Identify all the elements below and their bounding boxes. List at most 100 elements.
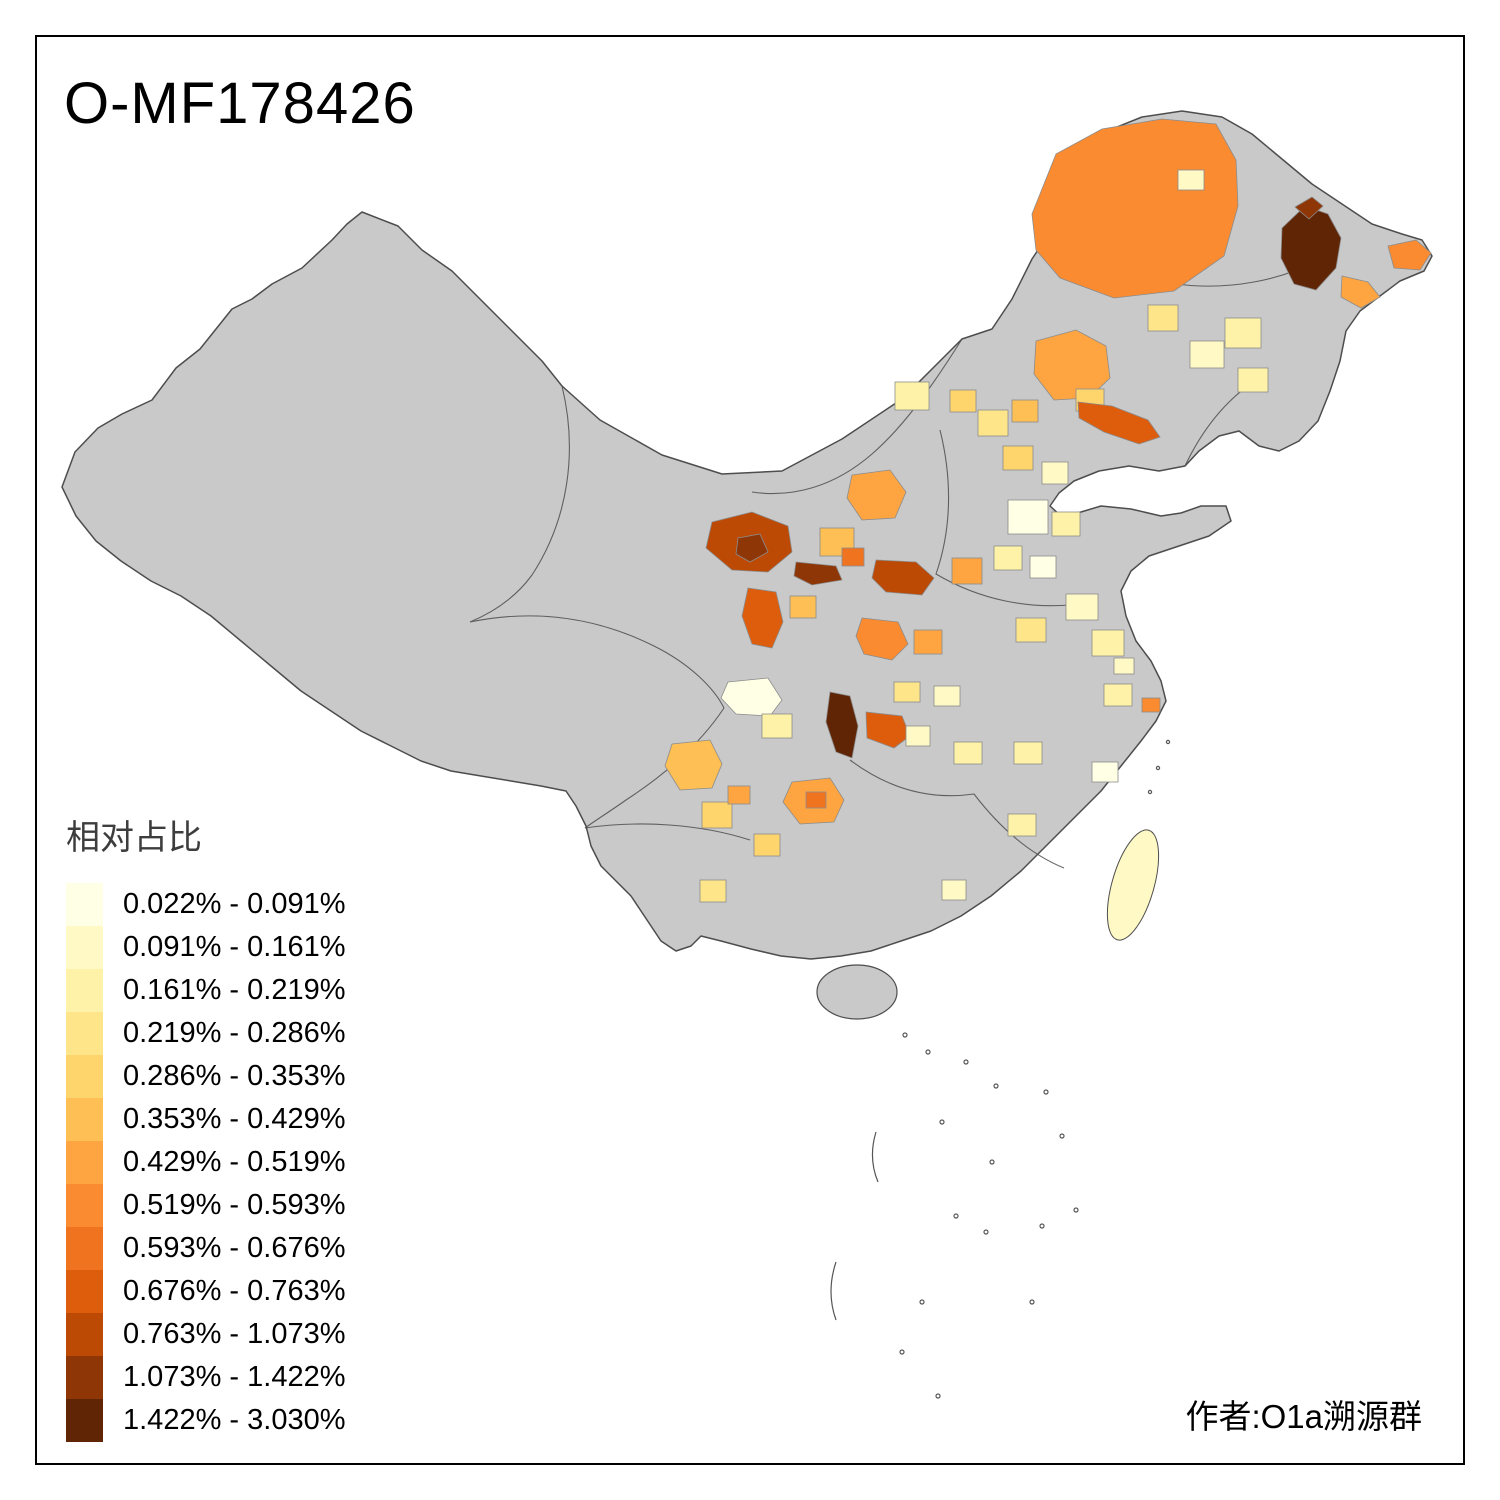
map-region	[664, 739, 723, 791]
legend-label: 0.676% - 0.763%	[123, 1275, 346, 1307]
map-region	[701, 801, 733, 829]
legend-swatch	[66, 1270, 103, 1313]
map-region	[825, 691, 859, 759]
map-region	[1077, 401, 1161, 445]
map-region	[941, 879, 967, 901]
map-region	[727, 785, 751, 805]
map-region	[1041, 461, 1069, 485]
map-region	[805, 791, 827, 809]
legend-item: 0.091% - 0.161%	[66, 926, 345, 969]
legend-item: 0.519% - 0.593%	[66, 1184, 345, 1227]
map-region	[1007, 499, 1049, 535]
legend-item: 0.022% - 0.091%	[66, 883, 345, 926]
map-region	[793, 561, 843, 586]
legend-swatch	[66, 1227, 103, 1270]
map-region	[993, 545, 1023, 571]
legend-swatch	[66, 1012, 103, 1055]
legend-item: 0.161% - 0.219%	[66, 969, 345, 1012]
map-region	[761, 713, 793, 739]
legend-swatch	[66, 1055, 103, 1098]
map-region	[893, 681, 921, 703]
map-region	[1387, 239, 1432, 271]
legend-item: 1.422% - 3.030%	[66, 1399, 345, 1442]
legend-item: 0.286% - 0.353%	[66, 1055, 345, 1098]
legend-item: 1.073% - 1.422%	[66, 1356, 345, 1399]
map-region	[1033, 329, 1111, 401]
legend-label: 0.353% - 0.429%	[123, 1103, 346, 1135]
legend-swatch	[66, 1098, 103, 1141]
map-region	[1065, 593, 1099, 621]
map-region	[913, 629, 943, 655]
map-region	[1091, 761, 1119, 783]
map-region	[819, 527, 855, 557]
legend-swatch	[66, 1356, 103, 1399]
map-region	[1189, 340, 1225, 369]
map-region	[1113, 657, 1135, 675]
map-region	[846, 469, 907, 521]
legend-item: 0.353% - 0.429%	[66, 1098, 345, 1141]
legend-label: 1.073% - 1.422%	[123, 1361, 346, 1393]
map-region	[1007, 813, 1037, 837]
map-title: O-MF178426	[64, 71, 416, 136]
legend-swatch	[66, 1399, 103, 1442]
legend-swatch	[66, 926, 103, 969]
map-region	[951, 557, 983, 585]
map-region	[1237, 367, 1269, 393]
map-region	[1013, 741, 1043, 765]
map-region	[789, 595, 817, 619]
map-region	[933, 685, 961, 707]
legend: 相对占比 0.022% - 0.091% 0.091% - 0.161% 0.1…	[66, 810, 345, 1442]
legend-item: 0.593% - 0.676%	[66, 1227, 345, 1270]
legend-label: 0.219% - 0.286%	[123, 1017, 346, 1049]
map-region	[855, 617, 909, 661]
map-region	[871, 559, 935, 596]
map-region	[1091, 629, 1125, 657]
map-region	[1177, 169, 1205, 191]
legend-label: 0.519% - 0.593%	[123, 1189, 346, 1221]
legend-label: 0.091% - 0.161%	[123, 931, 346, 963]
map-region	[905, 725, 931, 747]
map-region	[953, 741, 983, 765]
legend-label: 0.286% - 0.353%	[123, 1060, 346, 1092]
legend-label: 0.593% - 0.676%	[123, 1232, 346, 1264]
legend-swatch	[66, 969, 103, 1012]
map-region	[1141, 697, 1161, 713]
legend-swatch	[66, 1141, 103, 1184]
map-region	[1015, 617, 1047, 643]
map-region	[1103, 683, 1133, 707]
legend-label: 0.161% - 0.219%	[123, 974, 346, 1006]
map-region	[1051, 511, 1081, 537]
legend-swatch	[66, 1313, 103, 1356]
map-region	[1011, 399, 1039, 423]
legend-item: 0.429% - 0.519%	[66, 1141, 345, 1184]
legend-label: 0.763% - 1.073%	[123, 1318, 346, 1350]
map-region	[699, 879, 727, 903]
legend-label: 0.022% - 0.091%	[123, 888, 346, 920]
map-region	[841, 547, 865, 567]
legend-label: 0.429% - 0.519%	[123, 1146, 346, 1178]
map-region	[753, 833, 781, 857]
map-region	[741, 587, 784, 649]
map-region	[735, 533, 769, 563]
map-region	[1224, 317, 1262, 349]
province-borders	[469, 228, 1321, 869]
legend-label: 1.422% - 3.030%	[123, 1404, 346, 1436]
legend-swatch	[66, 883, 103, 926]
legend-item: 0.219% - 0.286%	[66, 1012, 345, 1055]
map-region	[949, 389, 977, 413]
legend-item: 0.676% - 0.763%	[66, 1270, 345, 1313]
choropleth-regions	[664, 118, 1432, 903]
map-region	[1031, 118, 1239, 299]
taiwan-island	[1106, 829, 1160, 941]
map-region	[1340, 275, 1381, 309]
author-credit: 作者:O1a溯源群	[1185, 1398, 1422, 1435]
legend-item: 0.763% - 1.073%	[66, 1313, 345, 1356]
hainan-island	[816, 964, 898, 1020]
map-region	[1029, 555, 1057, 579]
map-region	[1147, 304, 1179, 332]
map-region	[894, 381, 930, 411]
map-region	[1002, 445, 1034, 471]
legend-title: 相对占比	[66, 819, 202, 857]
map-region	[977, 409, 1009, 437]
